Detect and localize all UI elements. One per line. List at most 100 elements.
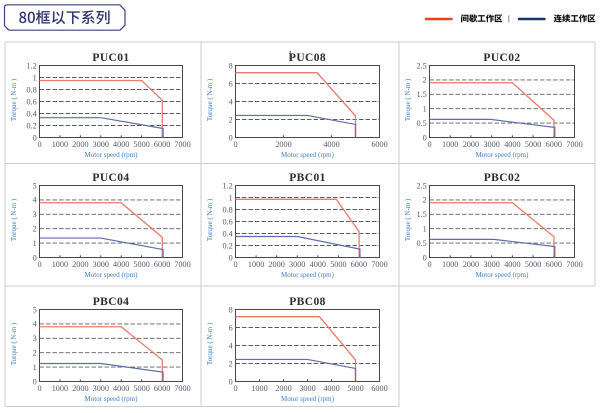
svg-text:5000: 5000	[133, 384, 149, 393]
svg-text:5000: 5000	[133, 260, 149, 269]
svg-text:5000: 5000	[525, 260, 541, 269]
svg-text:PBC04: PBC04	[93, 296, 130, 308]
svg-text:5: 5	[33, 181, 37, 190]
svg-text:3000: 3000	[483, 260, 499, 269]
svg-text:0: 0	[37, 384, 41, 393]
svg-text:7000: 7000	[566, 260, 582, 269]
svg-text:PBC02: PBC02	[484, 172, 521, 184]
svg-text:0.2: 0.2	[26, 121, 36, 130]
svg-text:0: 0	[33, 133, 37, 142]
svg-text:Motor speed (rpm): Motor speed (rpm)	[85, 395, 139, 403]
svg-text:6000: 6000	[154, 140, 170, 149]
svg-text:1000: 1000	[442, 260, 458, 269]
svg-text:0.6: 0.6	[222, 217, 232, 226]
svg-text:Motor speed (rpm): Motor speed (rpm)	[281, 395, 335, 403]
svg-text:Torque ( N-m ): Torque ( N-m )	[10, 198, 18, 241]
svg-text:0: 0	[427, 140, 431, 149]
svg-text:7000: 7000	[174, 260, 190, 269]
svg-text:3000: 3000	[299, 384, 315, 393]
svg-text:0.4: 0.4	[26, 109, 36, 118]
svg-text:Torque ( N-m ): Torque ( N-m )	[404, 78, 412, 121]
svg-text:2000: 2000	[72, 140, 88, 149]
svg-text:3: 3	[33, 334, 37, 343]
svg-text:0.8: 0.8	[222, 205, 232, 214]
svg-text:2000: 2000	[463, 260, 479, 269]
svg-text:Motor speed (rpm): Motor speed (rpm)	[85, 151, 139, 159]
svg-text:1: 1	[229, 193, 233, 202]
svg-text:5000: 5000	[347, 384, 363, 393]
svg-text:2000: 2000	[268, 260, 284, 269]
svg-text:Torque ( N-m ): Torque ( N-m )	[206, 322, 214, 365]
svg-text:2: 2	[423, 196, 427, 205]
svg-text:0: 0	[229, 377, 233, 386]
svg-text:2000: 2000	[275, 140, 291, 149]
svg-text:7000: 7000	[566, 140, 582, 149]
svg-text:1.2: 1.2	[26, 61, 36, 70]
svg-text:0.5: 0.5	[416, 119, 426, 128]
svg-text:Motor speed (rpm): Motor speed (rpm)	[476, 151, 530, 159]
svg-text:4000: 4000	[504, 260, 520, 269]
svg-text:1000: 1000	[248, 260, 264, 269]
svg-text:2000: 2000	[463, 140, 479, 149]
svg-text:Motor speed (rpm): Motor speed (rpm)	[281, 271, 335, 279]
svg-text:1: 1	[33, 363, 37, 372]
svg-text:7000: 7000	[174, 140, 190, 149]
svg-text:2000: 2000	[72, 384, 88, 393]
svg-text:0: 0	[229, 253, 233, 262]
svg-text:7000: 7000	[371, 260, 387, 269]
svg-text:Torque ( N-m ): Torque ( N-m )	[404, 198, 412, 241]
svg-text:1000: 1000	[442, 140, 458, 149]
svg-text:Torque ( N-m ): Torque ( N-m )	[206, 198, 214, 241]
svg-text:0.5: 0.5	[416, 239, 426, 248]
svg-text:0: 0	[233, 260, 237, 269]
svg-text:6000: 6000	[154, 260, 170, 269]
svg-text:0: 0	[423, 133, 427, 142]
svg-text:Torque ( N-m ): Torque ( N-m )	[10, 78, 18, 121]
svg-text:2000: 2000	[72, 260, 88, 269]
svg-text:0.6: 0.6	[26, 97, 36, 106]
svg-text:0: 0	[37, 140, 41, 149]
svg-text:3000: 3000	[93, 260, 109, 269]
svg-text:6000: 6000	[371, 140, 387, 149]
svg-text:8: 8	[229, 305, 233, 314]
svg-text:0: 0	[427, 260, 431, 269]
svg-text:0.8: 0.8	[26, 85, 36, 94]
svg-text:4: 4	[33, 196, 37, 205]
svg-text:4000: 4000	[113, 260, 129, 269]
svg-text:6000: 6000	[546, 260, 562, 269]
svg-text:3: 3	[33, 210, 37, 219]
svg-text:6000: 6000	[154, 384, 170, 393]
svg-text:PUC04: PUC04	[92, 172, 129, 184]
svg-text:6000: 6000	[546, 140, 562, 149]
svg-text:1: 1	[423, 105, 427, 114]
svg-text:6: 6	[229, 323, 233, 332]
svg-text:6000: 6000	[351, 260, 367, 269]
svg-text:Motor speed (rpm): Motor speed (rpm)	[476, 271, 530, 279]
svg-text:5: 5	[33, 305, 37, 314]
svg-text:4: 4	[229, 341, 233, 350]
svg-text:2: 2	[33, 349, 37, 358]
svg-text:Torque ( N-m ): Torque ( N-m )	[10, 322, 18, 365]
svg-text:4000: 4000	[113, 140, 129, 149]
svg-text:2000: 2000	[275, 384, 291, 393]
svg-text:2: 2	[33, 225, 37, 234]
svg-text:5000: 5000	[525, 140, 541, 149]
svg-text:6: 6	[229, 79, 233, 88]
svg-text:0: 0	[33, 253, 37, 262]
svg-text:0: 0	[229, 133, 233, 142]
svg-text:Motor speed (rpm): Motor speed (rpm)	[85, 271, 139, 279]
svg-text:Torque ( N-m ): Torque ( N-m )	[206, 78, 214, 121]
svg-text:1: 1	[33, 73, 37, 82]
svg-text:1000: 1000	[52, 140, 68, 149]
svg-text:1: 1	[423, 225, 427, 234]
svg-text:8: 8	[229, 61, 233, 70]
svg-text:0.2: 0.2	[222, 241, 232, 250]
svg-text:PUC08: PUC08	[289, 52, 326, 64]
svg-text:1000: 1000	[52, 384, 68, 393]
svg-text:0: 0	[233, 140, 237, 149]
svg-text:3000: 3000	[289, 260, 305, 269]
svg-text:0: 0	[233, 384, 237, 393]
svg-text:4000: 4000	[310, 260, 326, 269]
svg-text:1.2: 1.2	[222, 181, 232, 190]
svg-text:PUC01: PUC01	[92, 52, 129, 64]
